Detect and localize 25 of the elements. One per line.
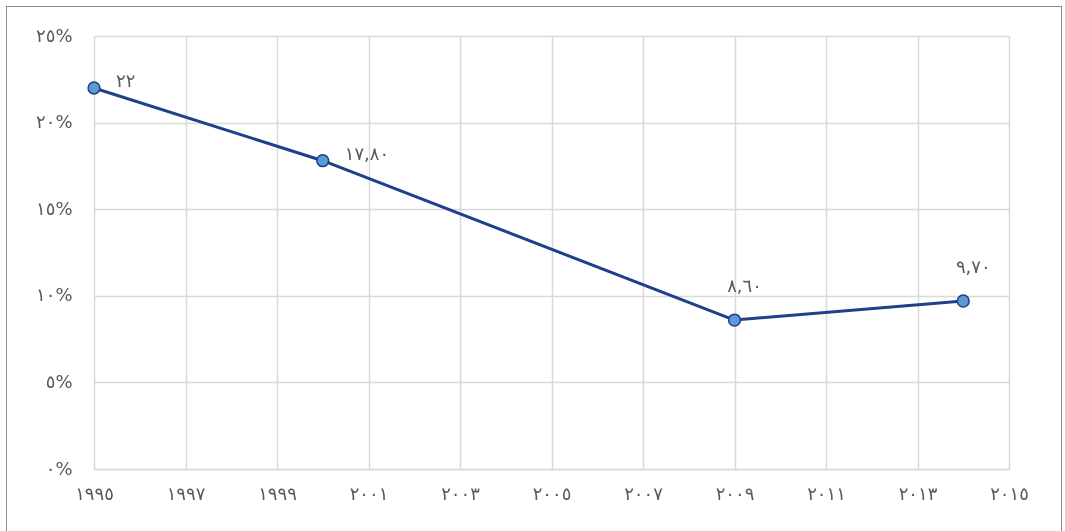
y-tick-label: ٢٠% (36, 111, 73, 133)
y-tick-label: ٢٥% (36, 24, 73, 46)
x-tick-label: ٢٠٠١ (349, 482, 389, 504)
data-label: ٨,٦٠ (727, 275, 762, 297)
x-tick-label: ٢٠١٣ (898, 482, 938, 504)
data-label: ٢٢ (116, 69, 136, 91)
point (316, 154, 330, 168)
point (727, 313, 742, 327)
x-tick-label: ٢٠١٥ (990, 482, 1029, 504)
x-tick-label: ١٩٩٧ (166, 482, 206, 504)
y-tick-label: ٥% (45, 370, 73, 392)
y-tick-label: ٠% (45, 457, 73, 479)
x-tick-label: ٢٠٠٥ (532, 482, 572, 504)
x-tick-label: ٢٠٠٩ (715, 482, 755, 504)
y-tick-label: ١٥% (36, 197, 73, 219)
x-tick-label: ١٩٩٩ (258, 482, 297, 504)
x-tick-label: ٢٠١١ (807, 482, 846, 504)
data-label: ١٧,٨٠ (344, 142, 390, 164)
x-tick-label: ٢٠٠٣ (441, 482, 481, 504)
x-tick-label: ١٩٩٥ (75, 482, 114, 504)
data-label: ٩,٧٠ (955, 256, 991, 277)
x-tick-label: ٢٠٠٧ (624, 482, 664, 504)
y-tick-label: ١٠% (36, 284, 73, 306)
point (956, 294, 970, 308)
point (87, 81, 101, 95)
